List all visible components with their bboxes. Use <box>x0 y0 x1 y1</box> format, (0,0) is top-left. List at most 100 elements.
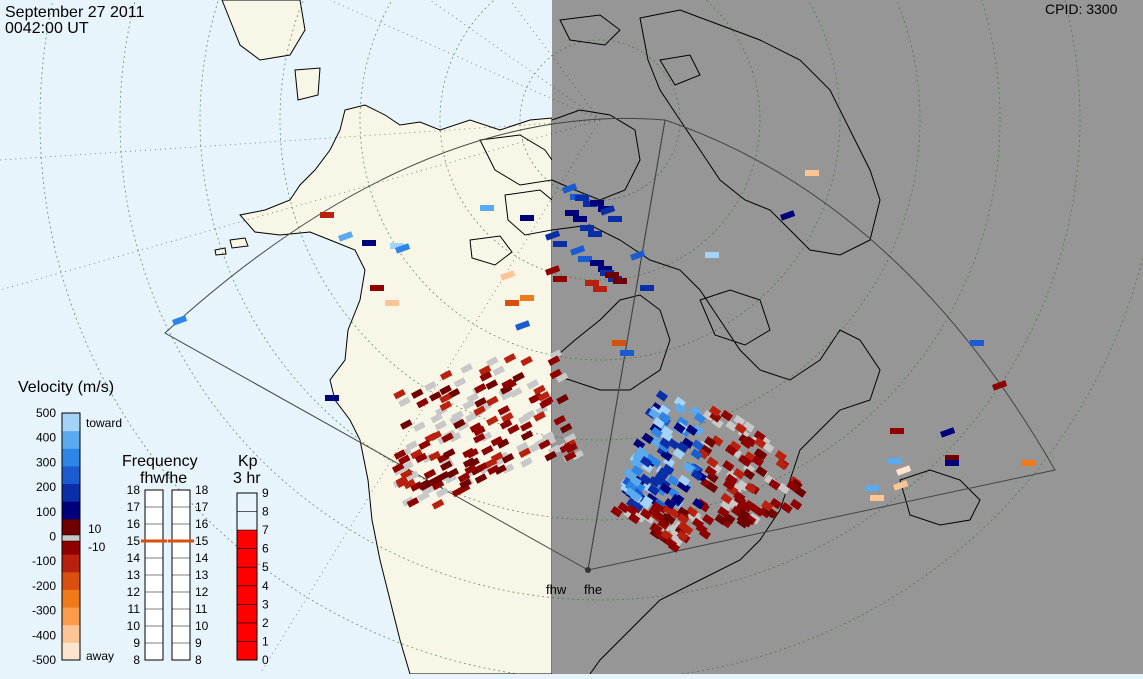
radar-cell <box>628 512 641 525</box>
radar-cell <box>1022 460 1036 466</box>
velocity-tick-label: -200 <box>32 579 56 593</box>
radar-cell <box>739 455 752 467</box>
radar-cell <box>865 485 879 491</box>
velocity-color-segment <box>62 483 80 502</box>
radar-cell <box>774 450 787 462</box>
velocity-ground-scatter-band <box>61 534 81 542</box>
threshold-neg-label: -10 <box>88 540 106 554</box>
radar-cell <box>442 448 456 459</box>
radar-cell <box>473 425 486 437</box>
radar-cell <box>528 393 541 404</box>
radar-cell <box>725 473 738 486</box>
radar-cell <box>390 243 404 249</box>
radar-cell <box>562 183 578 194</box>
radar-cell <box>652 510 666 522</box>
radar-cell <box>740 437 753 449</box>
radar-cell <box>466 392 480 404</box>
velocity-color-segment <box>62 501 80 520</box>
frequency-tick-label-fhe: 15 <box>195 534 209 548</box>
radar-cell <box>473 432 486 444</box>
radar-cell <box>729 440 742 453</box>
radar-cell <box>633 438 646 450</box>
radar-cell <box>398 454 411 466</box>
velocity-tick-label: 500 <box>36 406 56 420</box>
radar-cell <box>940 427 956 438</box>
radar-cell <box>753 430 766 442</box>
velocity-color-segment <box>62 589 80 608</box>
radar-cell <box>501 453 515 464</box>
radar-cell <box>639 456 653 468</box>
radar-cell <box>705 252 719 258</box>
radar-cell <box>453 377 467 388</box>
radar-cell <box>762 441 775 454</box>
radar-cell <box>553 276 567 282</box>
frequency-tick-label-fhw: 14 <box>127 551 141 565</box>
radar-cell <box>537 390 551 402</box>
radar-cell <box>648 476 661 488</box>
radar-cell <box>499 419 513 430</box>
radar-cell <box>669 529 682 542</box>
radar-cell <box>481 445 494 456</box>
away-label: away <box>86 649 114 663</box>
velocity-tick-label: -300 <box>32 604 56 618</box>
radar-cell <box>545 265 561 276</box>
radar-cell <box>453 418 466 430</box>
radar-cell <box>685 424 698 436</box>
radar-cell <box>441 432 454 443</box>
radar-cell <box>462 447 475 459</box>
radar-cell <box>630 457 643 469</box>
kp-tick-label: 0 <box>262 653 269 667</box>
radar-cell <box>480 205 494 211</box>
radar-cell <box>670 493 684 506</box>
velocity-cells <box>172 170 1036 553</box>
radar-cell <box>556 393 569 405</box>
radar-cell <box>605 272 619 278</box>
radar-cell <box>612 340 626 346</box>
radar-cell <box>580 225 594 231</box>
kp-tick-label: 8 <box>262 505 269 519</box>
radar-cell <box>945 455 959 461</box>
radar-cell <box>405 440 418 451</box>
radar-cell <box>685 506 699 518</box>
frequency-tick-label-fhe: 12 <box>195 585 209 599</box>
radar-cell <box>668 523 681 536</box>
radar-cell <box>520 215 534 221</box>
radar-cell <box>559 423 573 434</box>
kp-tick-label: 5 <box>262 560 269 574</box>
radar-cell <box>484 457 498 469</box>
radar-cell <box>538 439 551 450</box>
radar-cell <box>430 412 443 424</box>
radar-cell <box>896 465 912 476</box>
radar-cell <box>672 448 685 460</box>
frequency-tick-label-fhw: 15 <box>127 534 141 548</box>
radar-cell <box>610 505 623 518</box>
radar-cell <box>677 474 691 487</box>
radar-cell <box>533 411 546 422</box>
radar-cell <box>677 506 690 519</box>
radar-cell <box>893 480 909 491</box>
radar-cell <box>742 421 755 433</box>
radar-cell <box>398 396 411 408</box>
radar-cell <box>486 395 499 407</box>
radar-cell <box>479 371 493 382</box>
radar-cell <box>424 380 437 392</box>
radar-cell <box>690 448 703 460</box>
radar-cell <box>431 479 445 491</box>
radar-cell <box>744 499 757 512</box>
kp-tick-label: 3 <box>262 597 269 611</box>
radar-cell <box>439 369 453 381</box>
radar-cell <box>780 210 796 221</box>
radar-cell <box>490 435 504 447</box>
radar-cell <box>474 473 488 484</box>
radar-cell <box>509 387 523 398</box>
radar-cell <box>733 491 746 503</box>
kp-tick-label: 4 <box>262 579 269 593</box>
radar-cell <box>655 390 668 402</box>
radar-cell <box>520 457 533 468</box>
radar-cell <box>629 475 642 487</box>
frequency-tick-label-fhe: 16 <box>195 517 209 531</box>
radar-cell <box>403 478 416 490</box>
radar-cell <box>706 456 719 469</box>
velocity-tick-label: 100 <box>36 505 56 519</box>
radar-cell <box>520 355 533 367</box>
